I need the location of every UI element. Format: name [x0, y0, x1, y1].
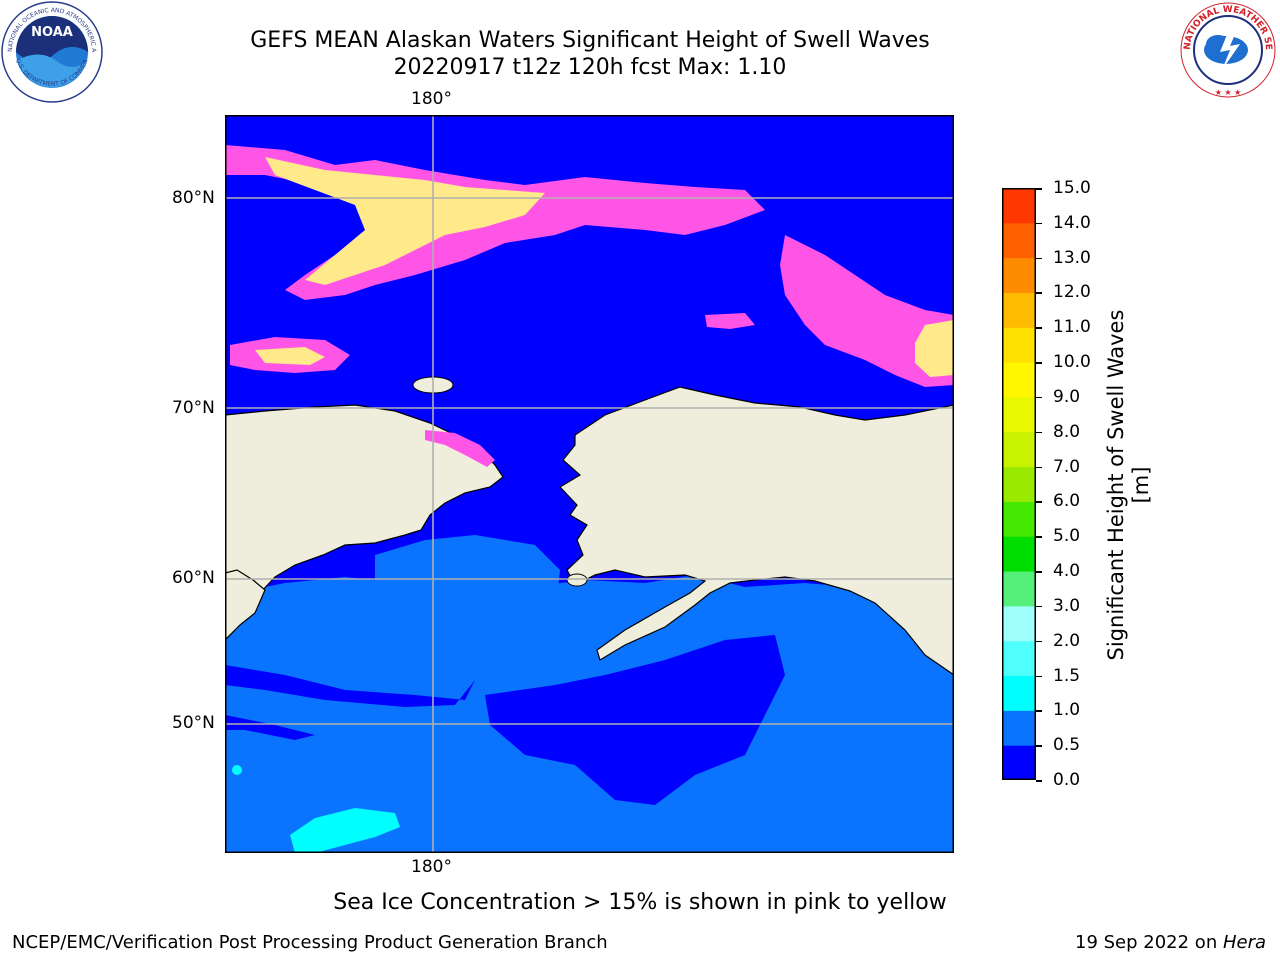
land-small-island	[566, 573, 588, 587]
colorbar-tick-mark	[1036, 571, 1042, 573]
colorbar-tick-label: 13.0	[1053, 247, 1091, 268]
colorbar-tick-mark	[1036, 188, 1042, 190]
colorbar-tick-label: 7.0	[1053, 456, 1081, 477]
colorbar-label: Significant Height of Swell Waves [m]	[1104, 309, 1153, 661]
colorbar-segment	[1002, 327, 1036, 363]
colorbar-tick-mark	[1036, 362, 1042, 364]
ocean-high-swell	[290, 808, 400, 853]
colorbar-tick-label: 10.0	[1053, 352, 1091, 373]
colorbar-tick-mark	[1036, 501, 1042, 503]
colorbar-tick-label: 1.0	[1053, 700, 1081, 721]
sea-ice-mid	[705, 313, 755, 329]
colorbar-segment	[1002, 745, 1036, 780]
colorbar	[1002, 188, 1036, 780]
colorbar-tick-label: 0.5	[1053, 735, 1081, 756]
ocean-low-gulf	[485, 635, 785, 805]
ocean-low-aleutian	[225, 665, 475, 707]
land-alaska	[559, 386, 954, 676]
colorbar-tick-label: 8.0	[1053, 421, 1081, 442]
lat-label-80n: 80°N	[172, 188, 215, 208]
lat-label-50n: 50°N	[172, 713, 215, 733]
colorbar-segment	[1002, 675, 1036, 711]
colorbar-tick-mark	[1036, 431, 1042, 434]
colorbar-tick-label: 5.0	[1053, 526, 1081, 547]
colorbar-tick-mark	[1036, 780, 1042, 782]
colorbar-tick-mark	[1036, 257, 1042, 260]
colorbar-segment	[1002, 292, 1036, 328]
footer-date-text: 19 Sep 2022 on	[1075, 932, 1223, 953]
footer-machine: Hera	[1222, 932, 1266, 953]
colorbar-tick-mark	[1036, 466, 1042, 469]
colorbar-tick-mark	[1036, 292, 1042, 294]
colorbar-tick-label: 2.0	[1053, 630, 1081, 651]
colorbar-segment	[1002, 222, 1036, 259]
colorbar-tick-label: 9.0	[1053, 386, 1081, 407]
land-kamchatka	[225, 569, 266, 641]
colorbar-tick-mark	[1036, 710, 1042, 712]
lon-label-top: 180°	[411, 89, 452, 109]
sea-ice-northwest-core	[265, 157, 545, 285]
ocean-mid-swell-bering	[375, 535, 560, 635]
colorbar-segment	[1002, 536, 1036, 572]
footer-branch: NCEP/EMC/Verification Post Processing Pr…	[12, 932, 608, 953]
colorbar-tick-label: 15.0	[1053, 178, 1091, 198]
colorbar-tick-label: 12.0	[1053, 282, 1091, 303]
ocean-high-swell-spot	[232, 765, 242, 775]
svg-text:★ ★ ★: ★ ★ ★	[1215, 88, 1242, 97]
colorbar-segment	[1002, 188, 1036, 224]
colorbar-tick-label: 3.0	[1053, 595, 1081, 616]
colorbar-segment	[1002, 501, 1036, 537]
colorbar-segment	[1002, 362, 1036, 398]
colorbar-segment	[1002, 257, 1036, 293]
colorbar-tick-mark	[1036, 222, 1042, 225]
sea-ice-northeast	[780, 235, 954, 387]
noaa-logo: NOAA NATIONAL OCEANIC AND ATMOSPHERIC AD…	[0, 0, 103, 103]
lat-label-70n: 70°N	[172, 398, 215, 418]
colorbar-tick-mark	[1036, 640, 1042, 643]
colorbar-segment	[1002, 571, 1036, 607]
colorbar-segment	[1002, 396, 1036, 433]
map-panel	[225, 115, 954, 853]
colorbar-tick-mark	[1036, 536, 1042, 538]
colorbar-segment	[1002, 431, 1036, 468]
ocean-low-southwest	[225, 715, 315, 740]
colorbar-tick-label: 0.0	[1053, 770, 1081, 790]
colorbar-tick-label: 11.0	[1053, 317, 1091, 338]
colorbar-tick-label: 1.5	[1053, 665, 1081, 686]
lat-label-60n: 60°N	[172, 568, 215, 588]
colorbar-tick-mark	[1036, 396, 1042, 399]
colorbar-segment	[1002, 710, 1036, 746]
colorbar-tick-label: 4.0	[1053, 561, 1081, 582]
colorbar-tick-mark	[1036, 605, 1042, 608]
map-gridlines	[225, 115, 954, 853]
colorbar-segment	[1002, 640, 1036, 677]
chart-subtitle: 20220917 t12z 120h fcst Max: 1.10	[393, 55, 787, 80]
colorbar-tick-mark	[1036, 745, 1042, 747]
colorbar-tick-mark	[1036, 675, 1042, 678]
sea-ice-coast-chukchi	[425, 430, 495, 467]
chart-title: GEFS MEAN Alaskan Waters Significant Hei…	[250, 28, 930, 53]
sea-ice-northeast-core	[915, 320, 954, 377]
nws-logo: NATIONAL WEATHER SERVICE ★ ★ ★	[1178, 0, 1276, 98]
footer-date: 19 Sep 2022 on Hera	[1075, 932, 1266, 953]
colorbar-tick-label: 14.0	[1053, 212, 1091, 233]
colorbar-tick-mark	[1036, 327, 1042, 329]
colorbar-tick-label: 6.0	[1053, 491, 1081, 512]
colorbar-segment	[1002, 605, 1036, 642]
svg-text:NOAA: NOAA	[31, 25, 73, 40]
lon-label-bottom: 180°	[411, 857, 452, 877]
colorbar-segment	[1002, 466, 1036, 502]
sea-ice-note: Sea Ice Concentration > 15% is shown in …	[333, 890, 947, 915]
sea-ice-west-core	[255, 347, 325, 365]
